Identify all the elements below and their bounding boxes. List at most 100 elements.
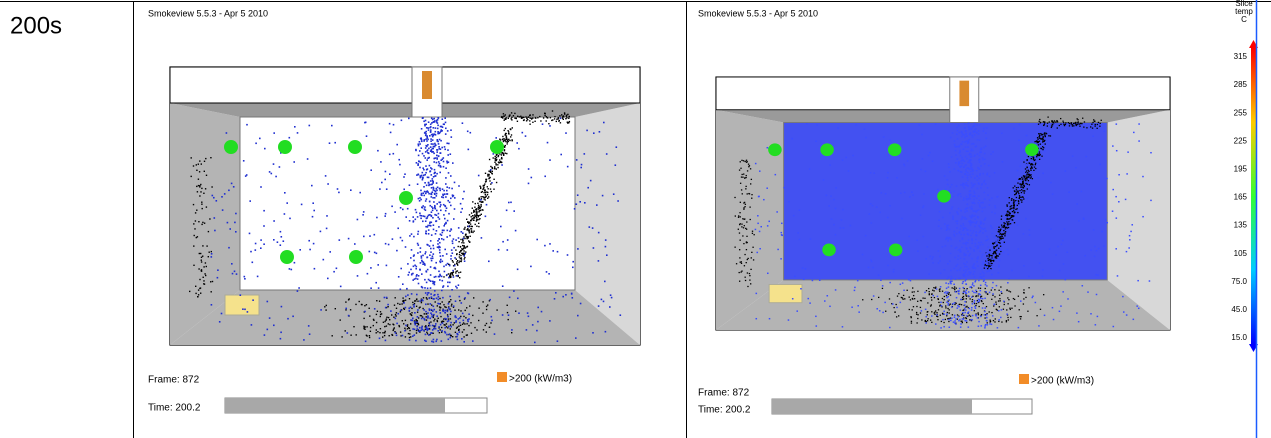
- particle: [440, 202, 442, 204]
- smoke-particle: [332, 335, 333, 336]
- smoke-particle: [965, 294, 966, 295]
- ceiling-shade: [170, 103, 640, 117]
- particle: [438, 276, 440, 278]
- smoke-particle: [1001, 293, 1002, 294]
- smoke-particle: [1028, 177, 1029, 178]
- particle: [977, 153, 979, 154]
- smoke-particle: [738, 229, 739, 230]
- smoke-particle: [510, 128, 511, 129]
- particle: [971, 149, 973, 150]
- smoke-particle: [391, 314, 392, 315]
- particle: [541, 311, 543, 313]
- particle: [426, 140, 428, 142]
- smoke-particle: [1000, 243, 1001, 244]
- particle: [434, 133, 436, 135]
- particle: [971, 307, 973, 308]
- particle: [452, 270, 454, 272]
- smoke-particle: [1042, 134, 1043, 135]
- smoke-particle: [744, 202, 745, 203]
- smoke-particle: [496, 154, 497, 155]
- particle: [294, 126, 296, 128]
- smoke-particle: [1031, 176, 1032, 177]
- particle: [289, 137, 291, 139]
- particle: [389, 173, 391, 175]
- particle: [411, 273, 413, 275]
- particle: [976, 175, 978, 176]
- particle: [452, 243, 454, 245]
- particle: [430, 258, 432, 260]
- particle: [611, 297, 613, 299]
- smoke-particle: [744, 225, 745, 226]
- particle: [385, 340, 387, 342]
- smoke-particle: [200, 287, 201, 288]
- particle: [424, 182, 426, 184]
- particle: [974, 306, 976, 307]
- smoke-particle: [458, 262, 459, 263]
- particle: [257, 276, 259, 278]
- particle: [440, 259, 442, 261]
- particle: [334, 142, 336, 144]
- particle: [967, 123, 969, 124]
- legend-label: >200 (kW/m3): [1031, 376, 1094, 387]
- particle: [542, 123, 544, 125]
- particle: [445, 310, 447, 312]
- particle: [970, 224, 972, 225]
- particle: [908, 279, 910, 280]
- particle: [1117, 275, 1119, 276]
- particle: [887, 217, 889, 218]
- particle: [788, 201, 790, 202]
- particle: [965, 264, 967, 265]
- particle: [437, 139, 439, 141]
- smoke-particle: [1005, 231, 1006, 232]
- particle: [948, 225, 950, 226]
- smoke-particle: [205, 158, 206, 159]
- smoke-particle: [1076, 125, 1077, 126]
- smoke-particle: [1071, 122, 1072, 123]
- smoke-particle: [460, 255, 461, 256]
- particle: [994, 249, 996, 250]
- particle: [968, 326, 970, 327]
- particle: [429, 254, 431, 256]
- particle: [959, 132, 961, 133]
- particle: [991, 249, 993, 250]
- particle: [964, 308, 966, 309]
- smoke-particle: [431, 304, 432, 305]
- smoke-particle: [384, 332, 385, 333]
- particle: [433, 298, 435, 300]
- particle: [986, 317, 988, 318]
- particle: [435, 268, 437, 270]
- particle: [395, 318, 397, 320]
- smoke-particle: [476, 226, 477, 227]
- particle: [280, 231, 282, 233]
- particle: [1096, 250, 1098, 251]
- particle: [426, 326, 428, 328]
- box: [225, 295, 259, 315]
- particle: [982, 232, 984, 233]
- particle: [438, 296, 440, 298]
- particle: [447, 162, 449, 164]
- particle: [957, 213, 959, 214]
- smoke-particle: [1021, 177, 1022, 178]
- particle: [980, 273, 982, 274]
- smoke-particle: [1025, 168, 1026, 169]
- smoke-particle: [550, 117, 551, 118]
- particle: [426, 150, 428, 152]
- smoke-particle: [936, 312, 937, 313]
- particle: [572, 297, 574, 299]
- smoke-particle: [1009, 212, 1010, 213]
- particle: [311, 185, 313, 187]
- particle: [421, 128, 423, 130]
- particle: [273, 325, 275, 327]
- smoke-particle: [495, 163, 496, 164]
- particle: [959, 163, 961, 164]
- particle: [222, 209, 224, 211]
- particle: [447, 200, 449, 202]
- smoke-particle: [472, 315, 473, 316]
- smoke-particle: [1003, 309, 1004, 310]
- particle: [441, 196, 443, 198]
- particle: [1133, 132, 1135, 133]
- smoke-particle: [1035, 164, 1036, 165]
- smoke-particle: [530, 118, 531, 119]
- smoke-particle: [941, 306, 942, 307]
- particle: [452, 162, 454, 164]
